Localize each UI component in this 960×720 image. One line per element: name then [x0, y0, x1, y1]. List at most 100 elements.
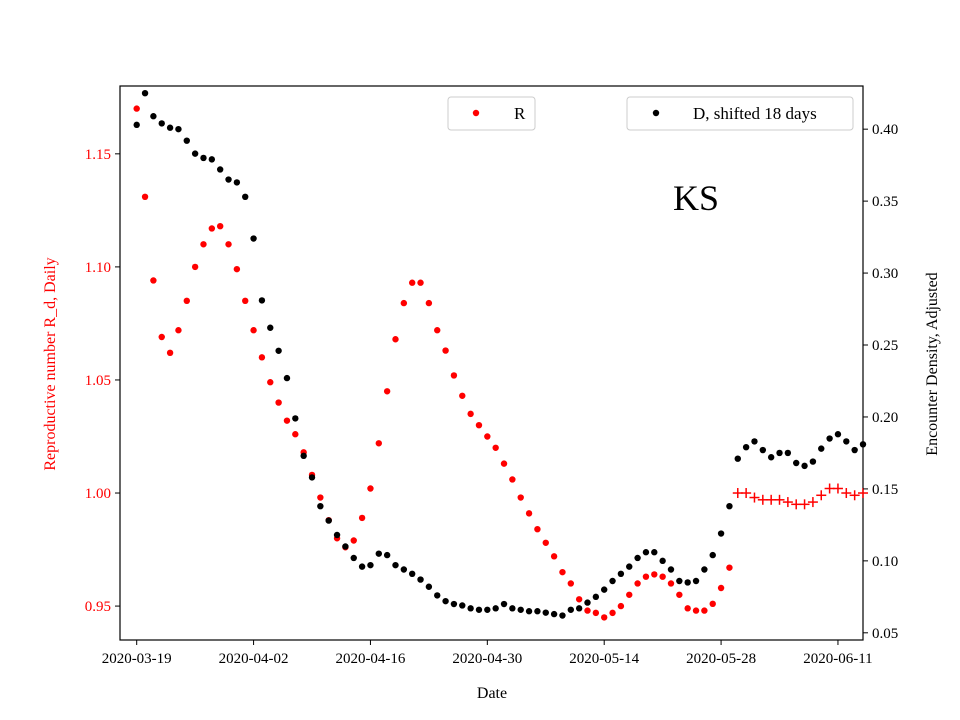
d-point — [383, 551, 391, 559]
d-point — [567, 606, 575, 613]
r-point — [283, 417, 291, 424]
d-point — [392, 561, 399, 569]
d-point — [308, 474, 316, 481]
d-point — [651, 549, 658, 556]
r-plus-point — [841, 488, 852, 499]
r-point — [425, 299, 433, 307]
d-point — [667, 566, 675, 573]
d-point — [250, 235, 257, 242]
r-point — [442, 347, 449, 354]
d-point — [333, 531, 341, 539]
r-point — [667, 580, 675, 587]
d-point — [717, 530, 725, 537]
d-point — [542, 609, 549, 616]
y-right-tick-label: 0.30 — [872, 266, 898, 282]
r-point — [517, 494, 524, 501]
x-tick-label: 2020-04-02 — [219, 651, 289, 667]
x-tick-label: 2020-04-30 — [452, 651, 522, 667]
r-point — [400, 299, 408, 307]
r-point — [567, 580, 575, 587]
r-plus-point — [774, 494, 785, 505]
legend-d-label: D, shifted 18 days — [693, 104, 817, 123]
d-point — [784, 449, 792, 457]
legend-r-label: R — [514, 104, 526, 123]
r-point — [191, 263, 199, 271]
r-point — [684, 605, 691, 612]
r-plus-point — [807, 497, 818, 508]
d-point — [459, 602, 466, 609]
r-plus-point — [824, 483, 835, 494]
d-point — [208, 156, 216, 163]
r-point — [258, 354, 266, 361]
axes: 2020-03-19 2020-04-02 2020-04-16 2020-04-30… — [85, 122, 899, 667]
r-point — [292, 431, 299, 438]
r-point — [550, 553, 558, 560]
d-point — [358, 563, 366, 570]
r-point — [659, 573, 666, 580]
d-point — [242, 193, 249, 200]
plot-area — [119, 85, 864, 641]
d-point — [325, 517, 332, 524]
d-point — [634, 554, 641, 562]
d-point — [233, 179, 241, 186]
d-point — [275, 347, 282, 354]
d-point — [809, 458, 817, 465]
d-point — [843, 438, 850, 445]
y-left-tick-label: 1.15 — [85, 147, 111, 163]
d-point — [484, 606, 491, 613]
d-point — [851, 446, 858, 454]
r-point — [676, 591, 683, 598]
d-point — [500, 600, 508, 608]
d-point — [492, 605, 499, 612]
d-point — [751, 438, 758, 445]
y-right-tick-label: 0.20 — [872, 410, 898, 426]
y-right-tick-label: 0.25 — [872, 338, 898, 354]
d-point — [701, 566, 708, 573]
r-point — [383, 388, 391, 395]
r-point — [133, 105, 140, 112]
r-point — [492, 444, 499, 451]
r-point — [408, 279, 416, 286]
legend-d: D, shifted 18 days — [626, 96, 854, 131]
y-right-tick-label: 0.35 — [872, 194, 898, 210]
y-left-tick-label: 1.05 — [85, 373, 111, 389]
r-point — [225, 241, 232, 248]
d-point — [550, 610, 558, 618]
d-point — [467, 605, 474, 612]
d-point — [617, 570, 625, 578]
r-point — [475, 421, 483, 429]
r-point — [417, 279, 424, 286]
r-point — [542, 539, 549, 546]
r-point — [141, 193, 149, 200]
legend-r-marker — [472, 109, 480, 117]
d-point — [834, 431, 842, 438]
d-point — [818, 445, 825, 452]
d-point — [283, 374, 291, 382]
r-plus-point — [766, 494, 777, 505]
r-point — [166, 349, 174, 357]
r-point — [450, 372, 458, 379]
y-left-tick-label: 1.00 — [85, 486, 111, 502]
r-point — [584, 607, 591, 614]
r-point — [317, 494, 324, 501]
r-point — [717, 584, 725, 592]
d-point — [442, 597, 449, 605]
y-left-tick-label: 1.10 — [85, 260, 111, 276]
d-point — [475, 606, 483, 613]
r-point — [459, 392, 466, 399]
d-point — [350, 554, 357, 562]
r-point — [392, 336, 399, 343]
d-point — [601, 586, 608, 593]
d-point — [793, 459, 800, 467]
r-point — [267, 379, 274, 386]
d-point — [826, 435, 833, 442]
d-point — [509, 605, 516, 612]
d-point — [525, 608, 533, 615]
data-marks — [133, 89, 868, 621]
r-point — [367, 485, 374, 492]
d-point — [317, 502, 324, 510]
r-point — [609, 609, 616, 617]
d-point — [258, 297, 266, 304]
d-point — [759, 446, 767, 454]
r-point — [242, 297, 249, 305]
